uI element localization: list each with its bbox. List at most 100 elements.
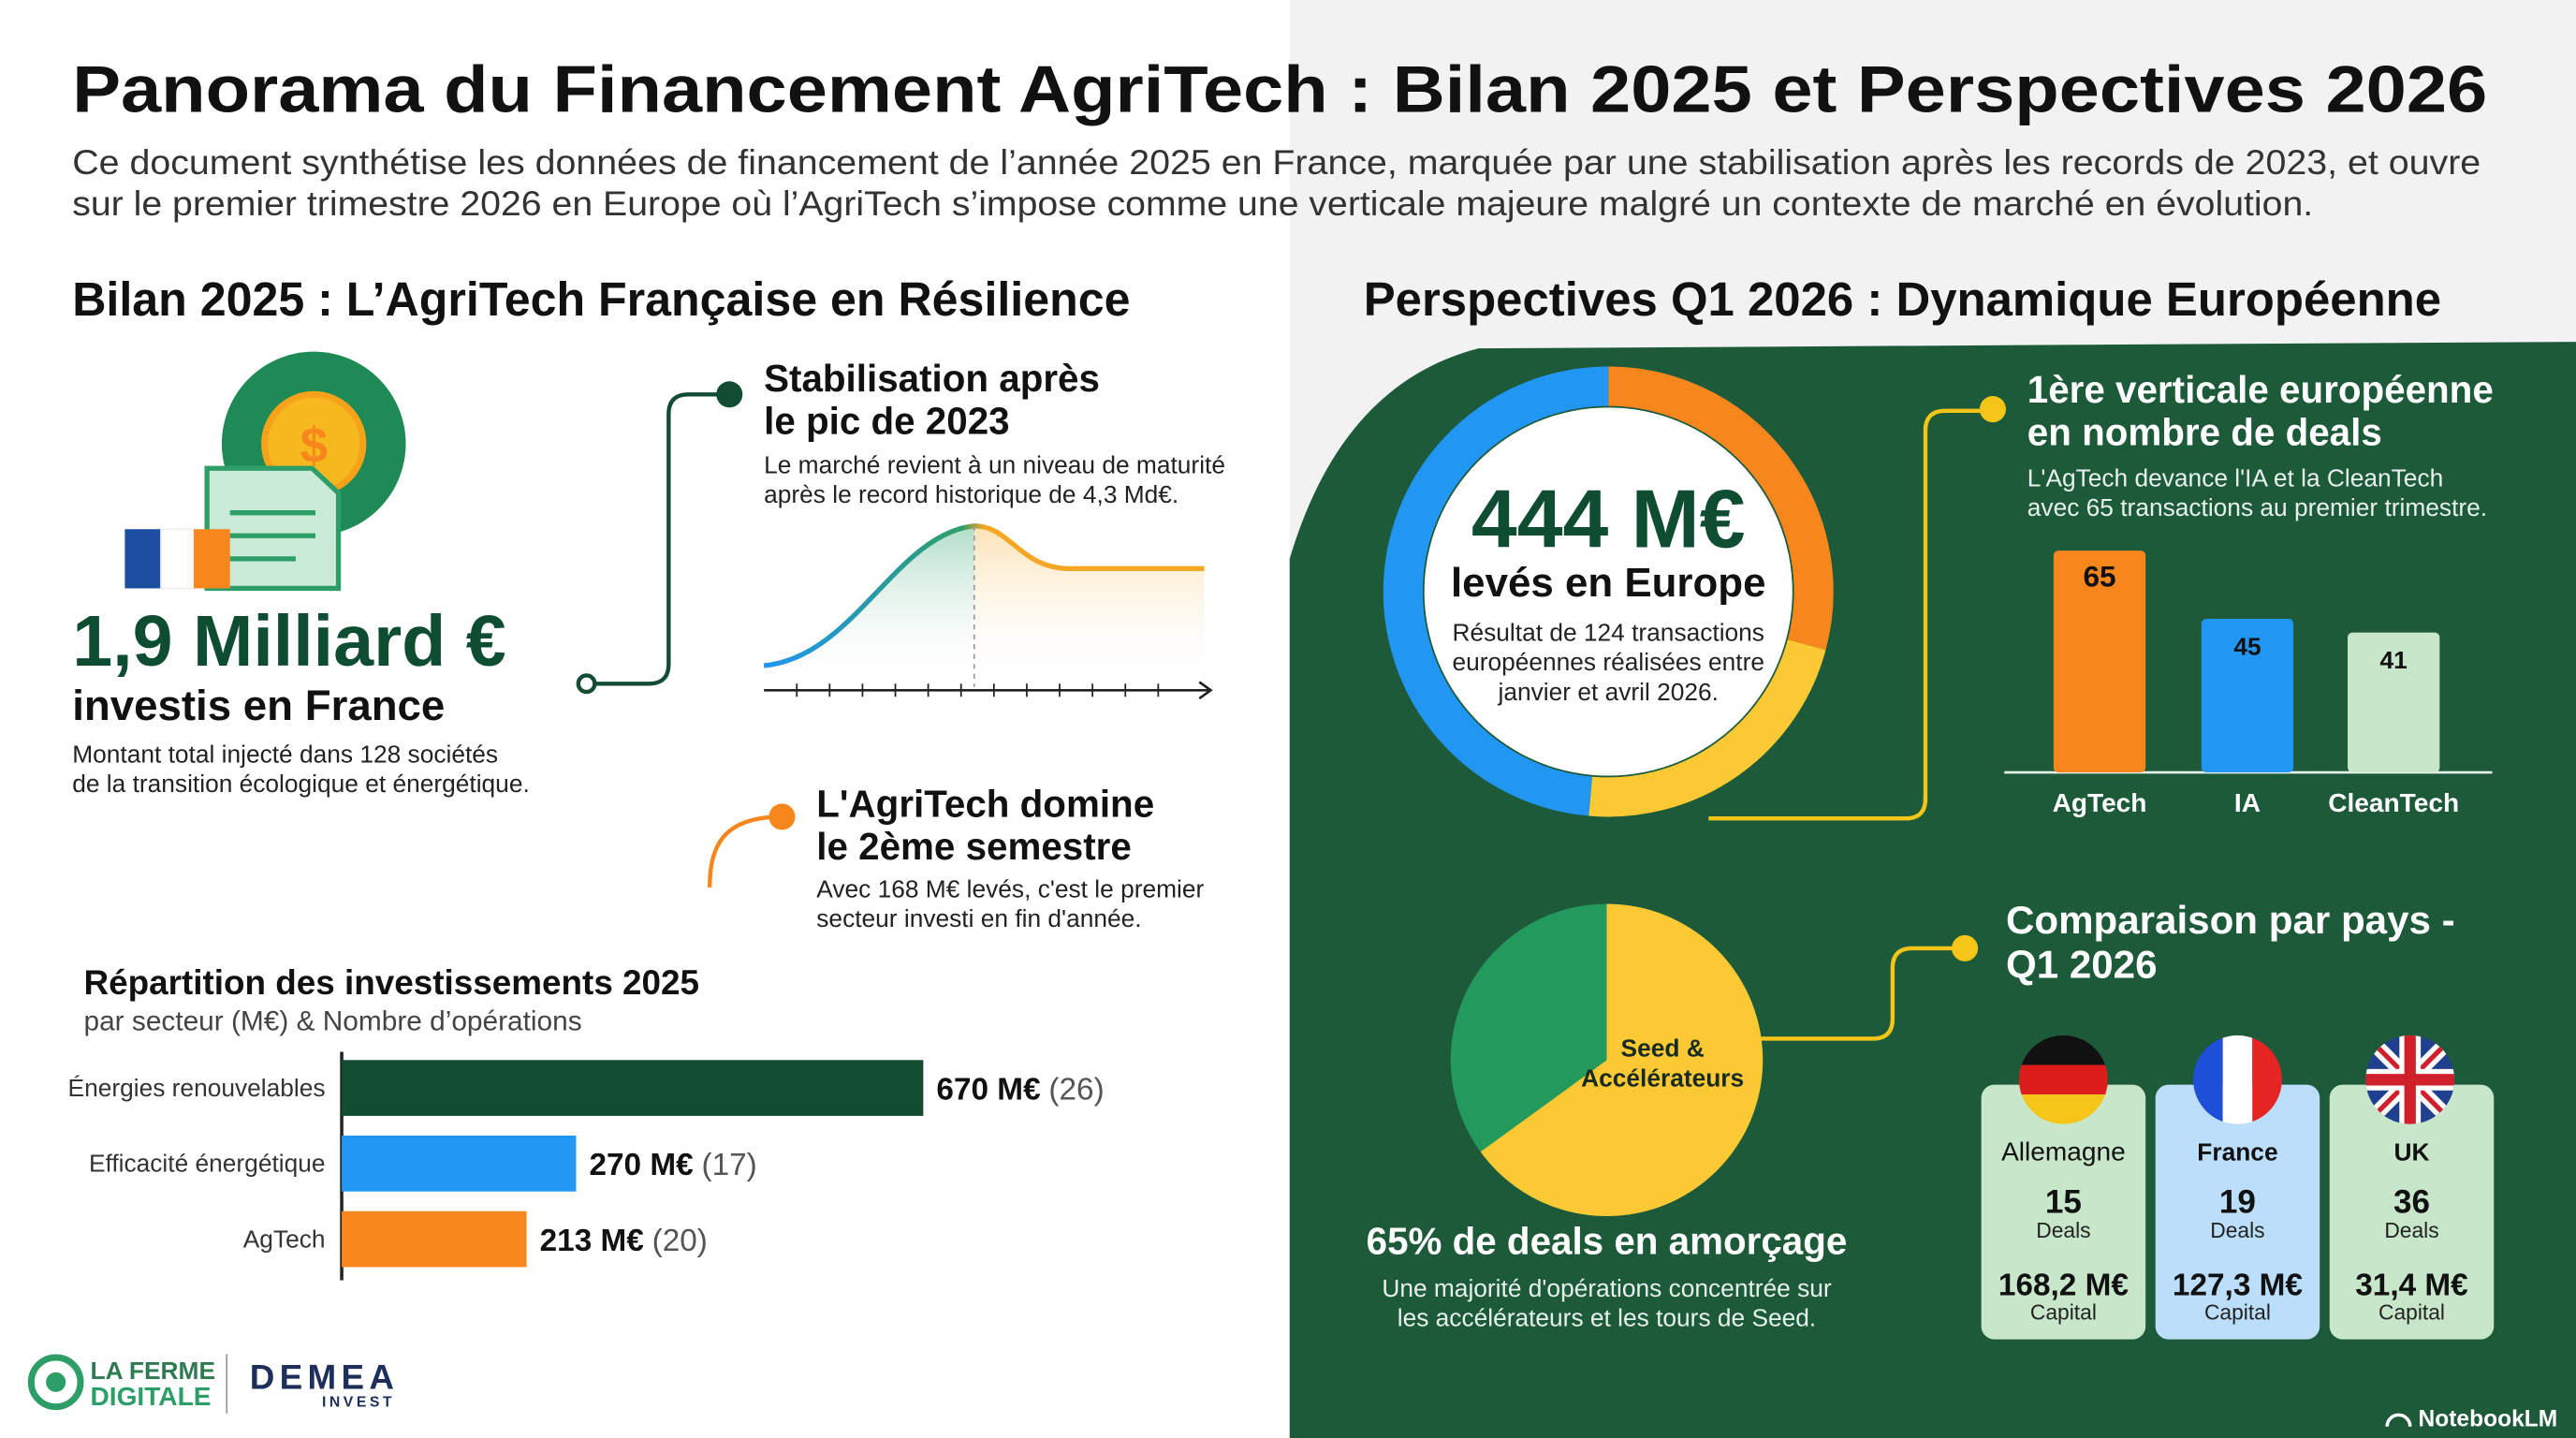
callout-text: après le record historique de 4,3 Md€. (764, 480, 1178, 508)
donut-decoration (1383, 366, 1834, 817)
count-label: (17) (701, 1148, 756, 1182)
category-label: IA (2234, 788, 2261, 817)
flag-germany (2019, 1034, 2108, 1124)
country-card (1981, 1084, 2146, 1340)
title: Panorama du Financement AgriTech : Bilan… (72, 51, 2487, 125)
callout-title: le 2ème semestre (816, 825, 1132, 868)
connector-dot (768, 803, 796, 830)
bar (2053, 550, 2146, 773)
logo-text: DEMEA (250, 1357, 399, 1396)
callout-title: le pic de 2023 (764, 399, 1009, 442)
country-deals-label: Deals (2384, 1218, 2438, 1242)
country-capital: 168,2 M€ (1998, 1268, 2129, 1302)
chart-subtitle: par secteur (M€) & Nombre d’opérations (84, 1006, 582, 1037)
slice-label-line: Seed & (1621, 1034, 1705, 1063)
country-capital-label: Capital (2030, 1300, 2097, 1325)
bar (342, 1211, 527, 1268)
watermark: NotebookLM (2385, 1407, 2558, 1432)
value-label: 41 (2380, 646, 2408, 674)
logo-la-ferme-digitale: LA FERME DIGITALE (27, 1354, 216, 1411)
callout-title: en nombre de deals (2027, 411, 2382, 454)
connector-dot (576, 673, 597, 695)
donut-segment (1588, 639, 1826, 817)
watermark-text: NotebookLM (2419, 1407, 2558, 1432)
connector (708, 814, 783, 888)
pie-slice (1480, 903, 1764, 1217)
svg-text:$: $ (300, 418, 328, 473)
kpi-text: Résultat de 124 transactions (1453, 619, 1764, 647)
category-label: AgTech (243, 1225, 326, 1253)
category-label: CleanTech (2328, 788, 2459, 817)
value-label: 670 M€ (936, 1072, 1040, 1107)
pie-slice (1450, 903, 1607, 1152)
value-label: 213 M€ (540, 1224, 644, 1258)
section-heading: Perspectives Q1 2026 : Dynamique Europée… (1364, 272, 2441, 326)
country-name: France (2197, 1137, 2277, 1166)
bar-label: 670 M€ (26) (936, 1072, 1104, 1107)
logo-subtext: INVEST (322, 1395, 395, 1411)
country-capital: 127,3 M€ (2173, 1268, 2303, 1302)
country-name: UK (2393, 1137, 2429, 1166)
kpi-label: investis en France (72, 682, 445, 729)
slice-label: Seed & Accélérateurs (1581, 1034, 1744, 1093)
connector (1708, 408, 1993, 821)
kpi-label: levés en Europe (1451, 560, 1766, 606)
countries-title: Q1 2026 (2006, 942, 2158, 986)
bar-label: 213 M€ (20) (540, 1224, 708, 1258)
count-label: (20) (652, 1224, 708, 1258)
kpi-value: 1,9 Milliard € (72, 601, 505, 682)
connector (586, 392, 730, 686)
subtitle-line: sur le premier trimestre 2026 en Europe … (72, 184, 2313, 223)
kpi-text: de la transition écologique et énergétiq… (72, 770, 530, 798)
connector-dot (1979, 396, 2006, 423)
category-label: Énergies renouvelables (68, 1074, 326, 1102)
bar (2348, 632, 2440, 773)
country-deals: 36 (2393, 1184, 2430, 1221)
flag-france (2193, 1034, 2282, 1124)
country-deals-label: Deals (2036, 1218, 2090, 1242)
bar (2201, 618, 2294, 773)
donut-segment (1608, 366, 1834, 651)
value-label: 65 (2083, 560, 2115, 594)
bar (342, 1060, 924, 1116)
country-card (2329, 1084, 2495, 1340)
kpi-text: Montant total injecté dans 128 sociétés (72, 741, 498, 769)
count-label: (26) (1048, 1072, 1104, 1107)
category-label: AgTech (2053, 788, 2147, 817)
countries-title: Comparaison par pays - (2006, 898, 2455, 942)
bar-label: 270 M€ (17) (589, 1148, 756, 1182)
value-label: 270 M€ (589, 1148, 693, 1182)
callout-text: L'AgTech devance l'IA et la CleanTech (2027, 464, 2443, 492)
connector-dot (716, 381, 743, 408)
kpi-value: 444 M€ (1471, 474, 1746, 565)
callout-text: secteur investi en fin d'année. (816, 904, 1141, 932)
slice-label-line: Accélérateurs (1581, 1064, 1744, 1092)
callout-text: Le marché revient à un niveau de maturit… (764, 451, 1225, 479)
callout-title: 1ère verticale européenne (2027, 368, 2494, 411)
country-deals-label: Deals (2210, 1218, 2264, 1242)
money-icon: $ (124, 351, 406, 592)
chart-title: Répartition des investissements 2025 (84, 963, 700, 1002)
logo-text: LA FERME (91, 1357, 216, 1385)
callout-title: L'AgriTech domine (816, 782, 1154, 825)
country-capital: 31,4 M€ (2355, 1268, 2467, 1302)
donut-center (1424, 407, 1793, 776)
category-label: Efficacité énergétique (89, 1150, 326, 1178)
callout-text: avec 65 transactions au premier trimestr… (2027, 493, 2487, 521)
flag-uk (2365, 1034, 2455, 1124)
value-label: 45 (2233, 633, 2261, 661)
trend-illustration (763, 523, 1213, 700)
section-heading: Bilan 2025 : L’AgriTech Française en Rés… (72, 272, 1130, 326)
connector-dot (1952, 934, 1979, 961)
subtitle-line: Ce document synthétise les données de fi… (72, 143, 2481, 182)
country-name: Allemagne (2001, 1137, 2126, 1166)
logo-text: DIGITALE (91, 1382, 212, 1411)
country-card (2155, 1084, 2320, 1340)
pie-text: les accélérateurs et les tours de Seed. (1398, 1304, 1817, 1332)
country-capital-label: Capital (2204, 1300, 2271, 1325)
chart-title: 65% de deals en amorçage (1367, 1219, 1848, 1262)
